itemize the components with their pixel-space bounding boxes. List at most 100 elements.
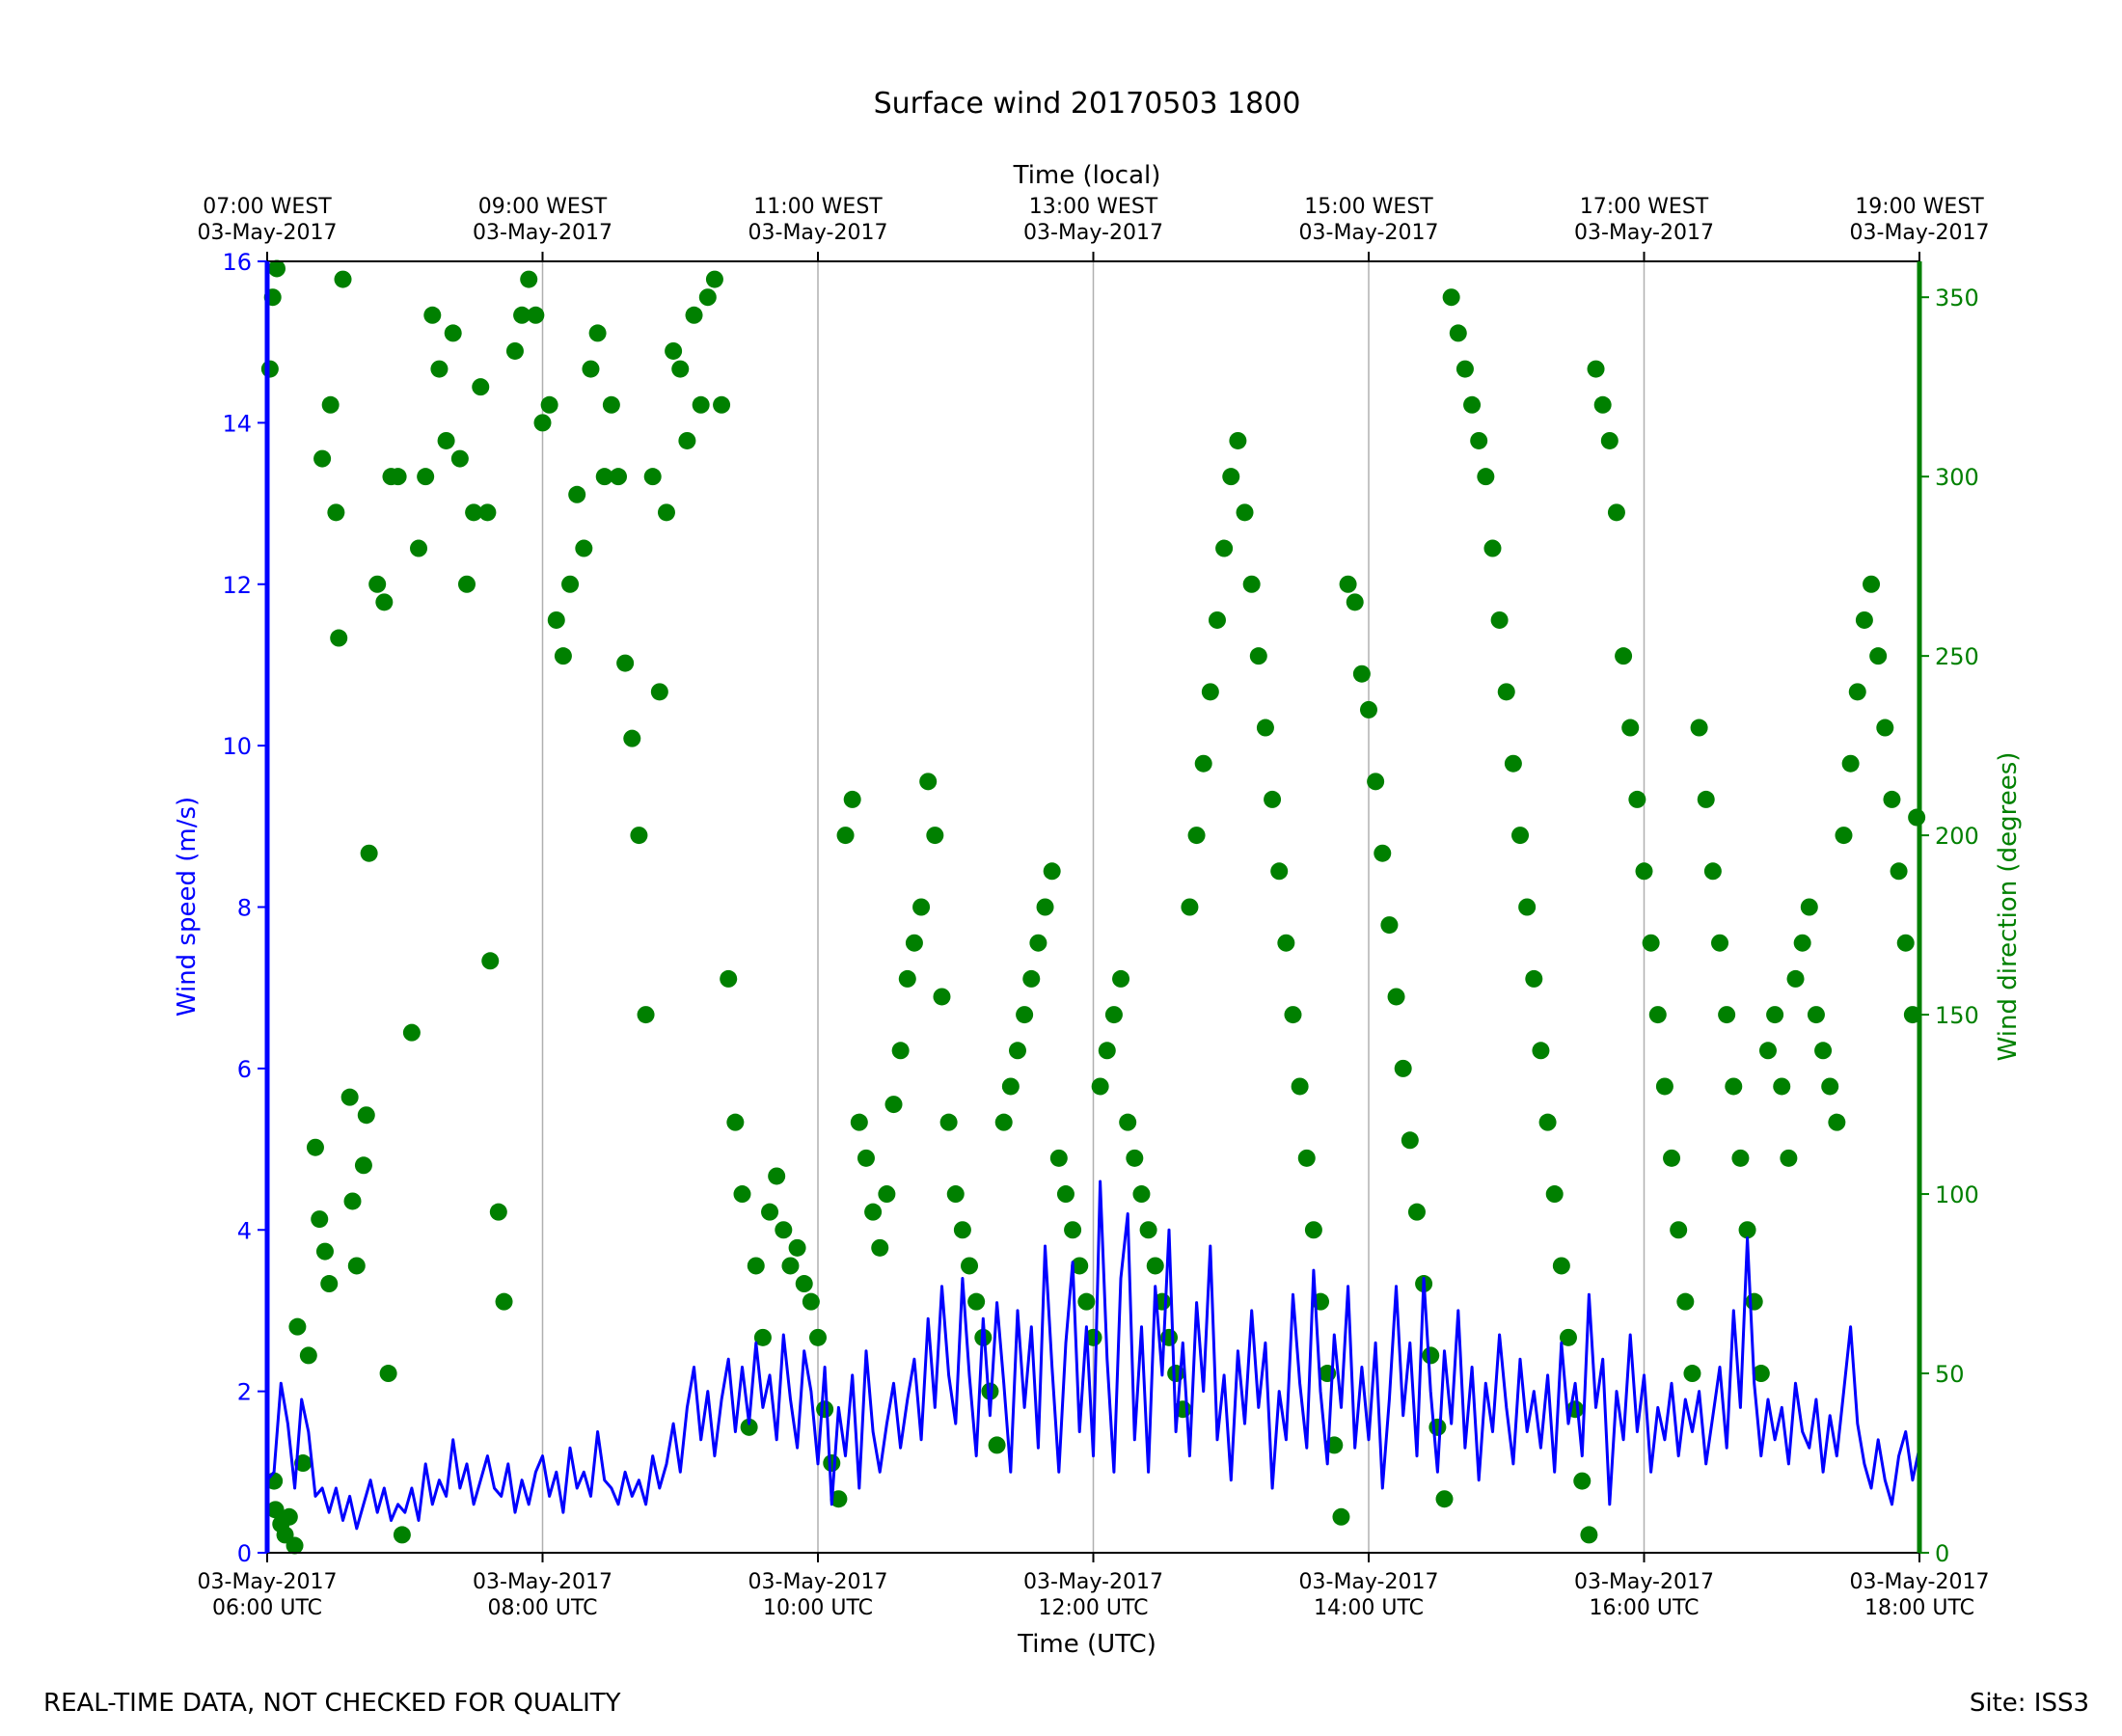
bottom-tick-label-date: 03-May-2017	[1574, 1570, 1714, 1594]
direction-point	[306, 1138, 324, 1156]
direction-point	[685, 306, 703, 324]
direction-point	[1284, 1006, 1302, 1024]
bottom-tick-label-date: 03-May-2017	[748, 1570, 888, 1594]
direction-point	[340, 1088, 359, 1106]
direction-point	[650, 683, 668, 701]
direction-point	[294, 1454, 313, 1473]
direction-point	[505, 341, 524, 360]
direction-point	[1139, 1221, 1157, 1239]
direction-point	[1725, 1077, 1743, 1096]
direction-point	[1628, 790, 1646, 808]
direction-point	[939, 1113, 958, 1131]
direction-point	[898, 969, 916, 988]
direction-point	[417, 468, 435, 486]
direction-point	[1001, 1077, 1020, 1096]
direction-point	[1621, 719, 1640, 737]
left-tick-label: 4	[237, 1217, 252, 1244]
direction-point	[554, 647, 572, 665]
direction-point	[1814, 1042, 1833, 1060]
direction-point	[912, 898, 931, 916]
direction-point	[321, 395, 340, 414]
direction-point	[665, 341, 683, 360]
wind-direction-scatter	[260, 259, 1926, 1555]
direction-point	[1697, 790, 1715, 808]
direction-point	[299, 1346, 317, 1365]
right-tick-label: 50	[1935, 1361, 1965, 1388]
direction-point	[1490, 610, 1509, 629]
direction-point	[1793, 934, 1811, 952]
direction-point	[1470, 431, 1488, 449]
direction-point	[343, 1192, 362, 1210]
bottom-tick-label-date: 03-May-2017	[1299, 1570, 1439, 1594]
direction-point	[1339, 575, 1357, 593]
direction-point	[761, 1203, 779, 1221]
right-tick-label: 300	[1935, 464, 1979, 491]
direction-point	[288, 1317, 307, 1336]
direction-point	[905, 934, 923, 952]
left-tick-label: 0	[237, 1540, 252, 1567]
direction-point	[616, 654, 635, 672]
direction-point	[1504, 754, 1522, 773]
direction-point	[768, 1167, 786, 1185]
direction-point	[1518, 898, 1537, 916]
direction-point	[1367, 773, 1385, 791]
direction-point	[705, 270, 723, 288]
direction-point	[926, 827, 944, 845]
direction-point	[1483, 539, 1502, 557]
direction-point	[919, 773, 938, 791]
direction-point	[1780, 1149, 1798, 1167]
direction-point	[1352, 665, 1371, 683]
right-tick-label: 0	[1935, 1540, 1949, 1567]
direction-point	[1690, 719, 1708, 737]
top-tick-label-time: 07:00 WEST	[203, 195, 332, 219]
direction-point	[1270, 862, 1289, 881]
direction-point	[692, 395, 710, 414]
direction-point	[575, 539, 593, 557]
bottom-tick-label-time: 16:00 UTC	[1589, 1596, 1699, 1620]
direction-point	[1573, 1472, 1592, 1490]
direction-point	[495, 1292, 513, 1311]
direction-point	[1477, 468, 1495, 486]
direction-point	[1821, 1077, 1839, 1096]
direction-point	[1387, 988, 1405, 1006]
direction-point	[1525, 969, 1543, 988]
direction-point	[1807, 1006, 1825, 1024]
direction-point	[823, 1454, 841, 1473]
direction-point	[1208, 610, 1226, 629]
direction-point	[775, 1221, 793, 1239]
direction-point	[313, 449, 332, 468]
direction-point	[1229, 431, 1247, 449]
left-tick-label: 6	[237, 1056, 252, 1083]
right-tick-label: 150	[1935, 1002, 1979, 1029]
direction-point	[1511, 827, 1530, 845]
direction-point	[1642, 934, 1660, 952]
direction-point	[1008, 1042, 1026, 1060]
direction-point	[1758, 1042, 1777, 1060]
direction-point	[1194, 754, 1212, 773]
direction-point	[1222, 468, 1240, 486]
direction-point	[540, 395, 558, 414]
direction-point	[720, 969, 738, 988]
direction-point	[1615, 647, 1633, 665]
direction-point	[1896, 934, 1915, 952]
top-tick-label-date: 03-May-2017	[1023, 221, 1163, 245]
footer-site-label: Site: ISS3	[1970, 1689, 2089, 1718]
direction-point	[315, 1242, 334, 1261]
direction-point	[1545, 1185, 1564, 1204]
direction-point	[1869, 647, 1888, 665]
direction-point	[1773, 1077, 1791, 1096]
direction-point	[740, 1418, 758, 1436]
direction-point	[1071, 1257, 1089, 1275]
direction-point	[1064, 1221, 1082, 1239]
direction-point	[1016, 1006, 1034, 1024]
bottom-axis-label: Time (UTC)	[1017, 1630, 1156, 1659]
direction-point	[1449, 324, 1467, 342]
direction-point	[1242, 575, 1261, 593]
direction-point	[1104, 1006, 1123, 1024]
direction-point	[450, 449, 469, 468]
direction-point	[878, 1185, 896, 1204]
direction-point	[726, 1113, 745, 1131]
direction-point	[1277, 934, 1295, 952]
